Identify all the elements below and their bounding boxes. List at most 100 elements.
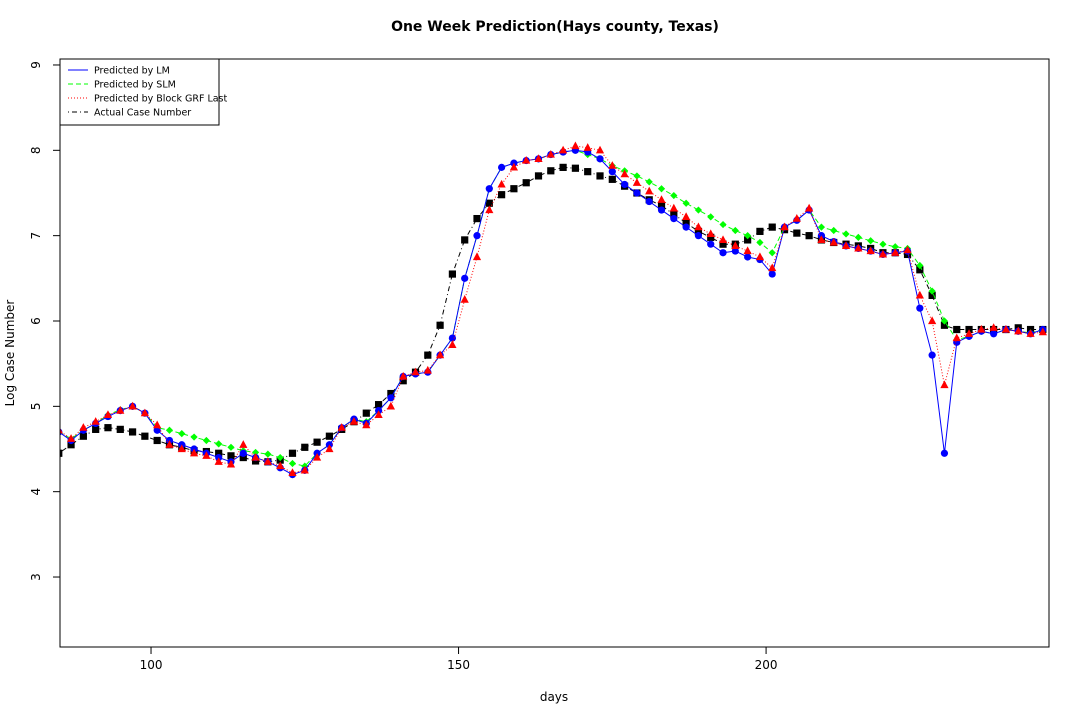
point xyxy=(485,199,493,207)
point xyxy=(915,290,924,299)
legend-label: Predicted by LM xyxy=(94,66,170,77)
point xyxy=(264,450,272,458)
legend-label: Predicted by SLM xyxy=(94,80,176,91)
point xyxy=(1038,327,1047,336)
point xyxy=(498,191,506,199)
point xyxy=(66,434,76,442)
point xyxy=(707,213,715,221)
point xyxy=(756,227,764,235)
point xyxy=(719,249,727,257)
point xyxy=(349,417,359,425)
point xyxy=(768,223,776,231)
point xyxy=(744,236,752,244)
point xyxy=(165,426,174,434)
point xyxy=(891,248,900,256)
x-tick-label: 200 xyxy=(755,658,778,672)
point xyxy=(67,441,75,449)
point xyxy=(227,443,235,451)
point xyxy=(584,168,592,176)
point xyxy=(104,424,112,432)
y-tick-label: 9 xyxy=(29,61,43,69)
point xyxy=(670,210,678,218)
point xyxy=(731,241,740,249)
point xyxy=(743,246,752,255)
point xyxy=(424,351,432,359)
point xyxy=(534,154,543,162)
point xyxy=(977,324,986,333)
point xyxy=(817,223,826,231)
point xyxy=(1001,324,1011,333)
point xyxy=(633,172,641,180)
point xyxy=(485,185,493,193)
point xyxy=(374,401,383,409)
point xyxy=(510,185,518,193)
point xyxy=(596,155,604,163)
point xyxy=(251,448,260,457)
point xyxy=(657,185,666,193)
point xyxy=(768,263,777,272)
point xyxy=(682,199,690,207)
point xyxy=(399,377,407,385)
point xyxy=(263,457,272,465)
point xyxy=(239,453,247,462)
legend-label: Actual Case Number xyxy=(94,108,191,119)
chart-title: One Week Prediction(Hays county, Texas) xyxy=(391,19,719,35)
point xyxy=(940,321,949,329)
point xyxy=(940,317,949,325)
y-tick-label: 4 xyxy=(29,488,43,496)
point xyxy=(928,316,937,325)
point xyxy=(916,304,924,312)
point xyxy=(485,205,494,214)
point xyxy=(744,232,752,240)
point xyxy=(128,428,137,436)
series-line xyxy=(60,166,1043,463)
point xyxy=(522,179,530,187)
point xyxy=(657,206,666,214)
point xyxy=(276,461,285,470)
point xyxy=(362,420,371,429)
point xyxy=(436,321,444,329)
point xyxy=(312,452,322,461)
point xyxy=(830,226,838,235)
point xyxy=(411,367,420,376)
point xyxy=(793,229,801,237)
point xyxy=(178,430,186,438)
point xyxy=(891,243,899,251)
point xyxy=(707,240,715,248)
point xyxy=(509,162,519,171)
x-tick-label: 150 xyxy=(447,658,470,672)
point xyxy=(60,449,63,457)
point xyxy=(60,427,63,434)
point xyxy=(189,448,199,457)
point xyxy=(91,417,100,425)
point xyxy=(867,237,875,245)
point xyxy=(694,222,703,231)
point xyxy=(399,371,408,380)
point xyxy=(498,163,506,171)
point xyxy=(300,465,309,474)
point xyxy=(301,443,309,451)
point xyxy=(805,203,814,212)
point xyxy=(325,432,333,440)
point xyxy=(620,169,629,178)
y-tick-label: 5 xyxy=(29,403,43,411)
point xyxy=(337,423,346,431)
point xyxy=(571,164,580,172)
point xyxy=(497,179,506,188)
plot-frame xyxy=(59,58,1050,648)
point xyxy=(719,220,727,229)
point xyxy=(227,452,235,460)
point xyxy=(571,141,580,150)
point xyxy=(595,145,605,154)
point xyxy=(657,202,666,210)
point xyxy=(780,222,789,231)
point xyxy=(854,243,863,252)
point xyxy=(473,214,481,223)
point xyxy=(460,295,469,303)
point xyxy=(546,149,555,158)
point xyxy=(694,227,703,235)
point xyxy=(461,236,469,244)
point xyxy=(534,172,543,180)
point xyxy=(645,197,653,206)
